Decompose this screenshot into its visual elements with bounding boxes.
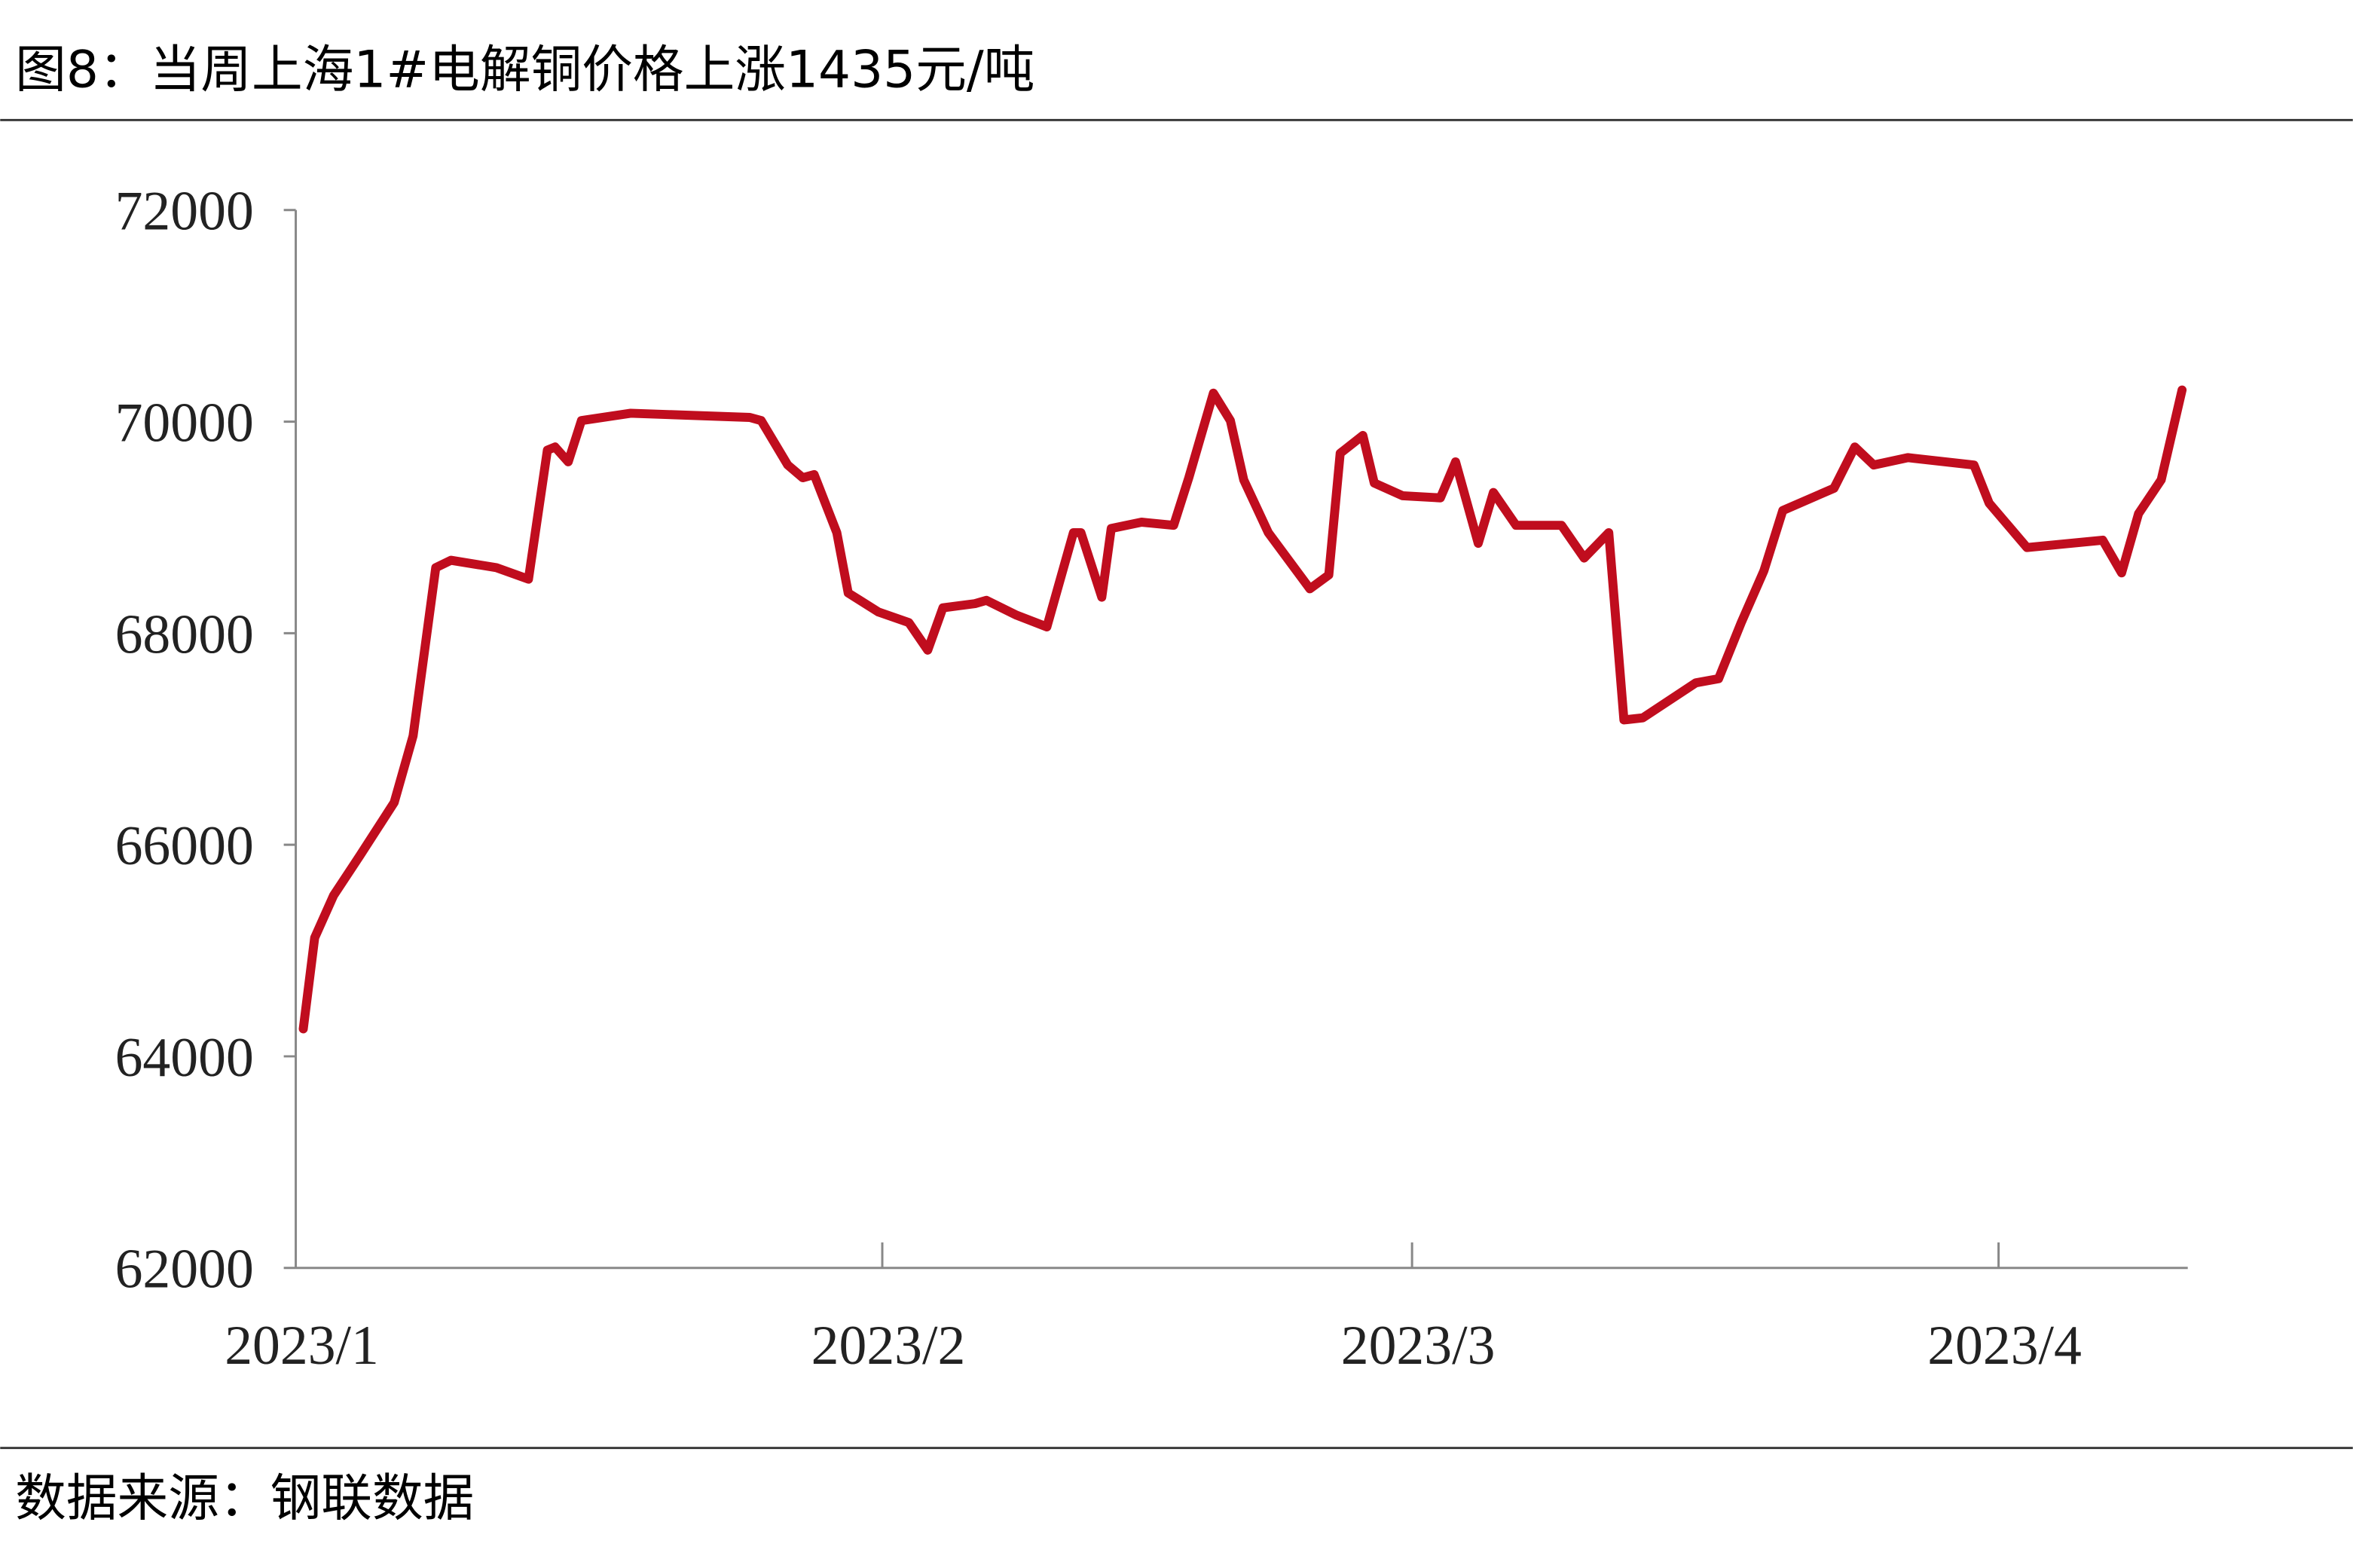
y-tick-label: 62000 — [115, 1238, 254, 1300]
price-line — [298, 385, 2187, 1034]
source-note: 数据来源：钢联数据 — [15, 1468, 474, 1527]
y-tick-label: 68000 — [115, 603, 254, 665]
y-tick-label: 64000 — [115, 1026, 254, 1088]
y-tick-label: 72000 — [115, 180, 254, 242]
x-tick-label: 2023/2 — [811, 1314, 966, 1376]
chart-title: 图8：当周上海1#电解铜价格上涨1435元/吨 — [15, 40, 1034, 99]
y-tick-label: 70000 — [115, 391, 254, 453]
y-tick-label: 66000 — [115, 815, 254, 876]
x-tick-label: 2023/4 — [1927, 1314, 2082, 1376]
x-tick-label: 2023/1 — [225, 1314, 379, 1376]
x-tick-label: 2023/3 — [1341, 1314, 1496, 1376]
